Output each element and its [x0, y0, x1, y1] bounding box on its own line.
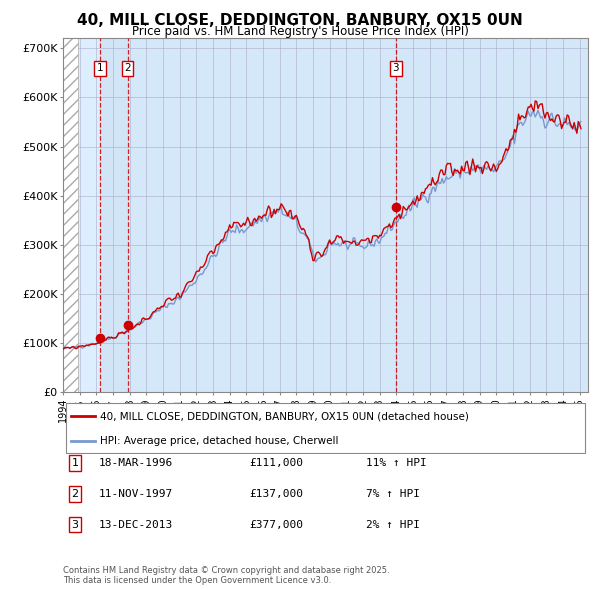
Text: 2: 2	[71, 489, 79, 499]
Text: £137,000: £137,000	[249, 489, 303, 499]
Text: 1: 1	[97, 64, 103, 73]
Text: 2: 2	[124, 64, 131, 73]
Text: 3: 3	[71, 520, 79, 529]
Bar	[128, 38, 395, 392]
Bar	[63, 38, 79, 392]
Text: 40, MILL CLOSE, DEDDINGTON, BANBURY, OX15 0UN: 40, MILL CLOSE, DEDDINGTON, BANBURY, OX1…	[77, 13, 523, 28]
Text: 3: 3	[392, 64, 399, 73]
Text: £377,000: £377,000	[249, 520, 303, 529]
Bar	[395, 38, 588, 392]
Text: HPI: Average price, detached house, Cherwell: HPI: Average price, detached house, Cher…	[100, 436, 338, 446]
Text: 7% ↑ HPI: 7% ↑ HPI	[366, 489, 420, 499]
FancyBboxPatch shape	[65, 403, 586, 453]
Bar	[100, 38, 128, 392]
Text: 11-NOV-1997: 11-NOV-1997	[99, 489, 173, 499]
Text: 40, MILL CLOSE, DEDDINGTON, BANBURY, OX15 0UN (detached house): 40, MILL CLOSE, DEDDINGTON, BANBURY, OX1…	[100, 411, 469, 421]
Text: Contains HM Land Registry data © Crown copyright and database right 2025.
This d: Contains HM Land Registry data © Crown c…	[63, 566, 389, 585]
Text: 2% ↑ HPI: 2% ↑ HPI	[366, 520, 420, 529]
Text: Price paid vs. HM Land Registry's House Price Index (HPI): Price paid vs. HM Land Registry's House …	[131, 25, 469, 38]
Text: 11% ↑ HPI: 11% ↑ HPI	[366, 458, 427, 468]
Text: 13-DEC-2013: 13-DEC-2013	[99, 520, 173, 529]
Text: £111,000: £111,000	[249, 458, 303, 468]
Text: 1: 1	[71, 458, 79, 468]
Text: 18-MAR-1996: 18-MAR-1996	[99, 458, 173, 468]
